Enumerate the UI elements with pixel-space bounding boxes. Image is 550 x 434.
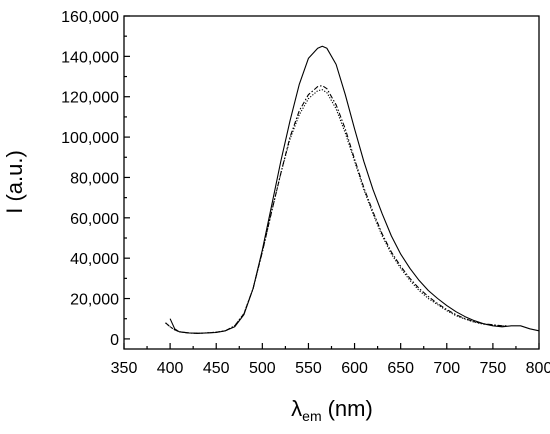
y-tick-label: 60,000	[70, 211, 119, 228]
x-tick-label: 750	[480, 360, 507, 377]
y-tick-label: 100,000	[61, 130, 119, 147]
series-line-dotted	[165, 89, 507, 334]
x-tick-label: 600	[341, 360, 368, 377]
x-tick-label: 400	[157, 360, 184, 377]
x-tick-label: 450	[203, 360, 230, 377]
x-tick-label: 500	[249, 360, 276, 377]
x-tick-label: 350	[111, 360, 138, 377]
x-tick-label: 650	[387, 360, 414, 377]
x-tick-label: 550	[295, 360, 322, 377]
y-tick-label: 120,000	[61, 90, 119, 107]
x-axis-ticks: 350 400 450 500 550 600 650 700 750 800	[111, 343, 550, 377]
y-tick-label: 160,000	[61, 9, 119, 26]
y-axis-ticks: 0 20,000 40,000 60,000 80,000 100,000 120,000 1…	[61, 9, 130, 349]
x-tick-label: 800	[526, 360, 550, 377]
y-tick-label: 40,000	[70, 251, 119, 268]
x-axis-title-unit: (nm)	[328, 396, 373, 421]
y-tick-label: 140,000	[61, 49, 119, 66]
y-axis-title: I (a.u.)	[2, 150, 27, 214]
series-line-dashed	[165, 85, 507, 334]
plot-frame	[123, 15, 540, 350]
x-axis-title: λem (nm)	[291, 396, 373, 424]
x-axis-title-symbol: λ	[291, 396, 302, 421]
y-tick-label: 0	[110, 332, 119, 349]
series-line-solid	[169, 45, 540, 334]
y-tick-label: 20,000	[70, 292, 119, 309]
y-tick-label: 80,000	[70, 170, 119, 187]
x-axis-title-subscript: em	[302, 408, 321, 424]
x-tick-label: 700	[433, 360, 460, 377]
series-layer	[165, 45, 540, 334]
